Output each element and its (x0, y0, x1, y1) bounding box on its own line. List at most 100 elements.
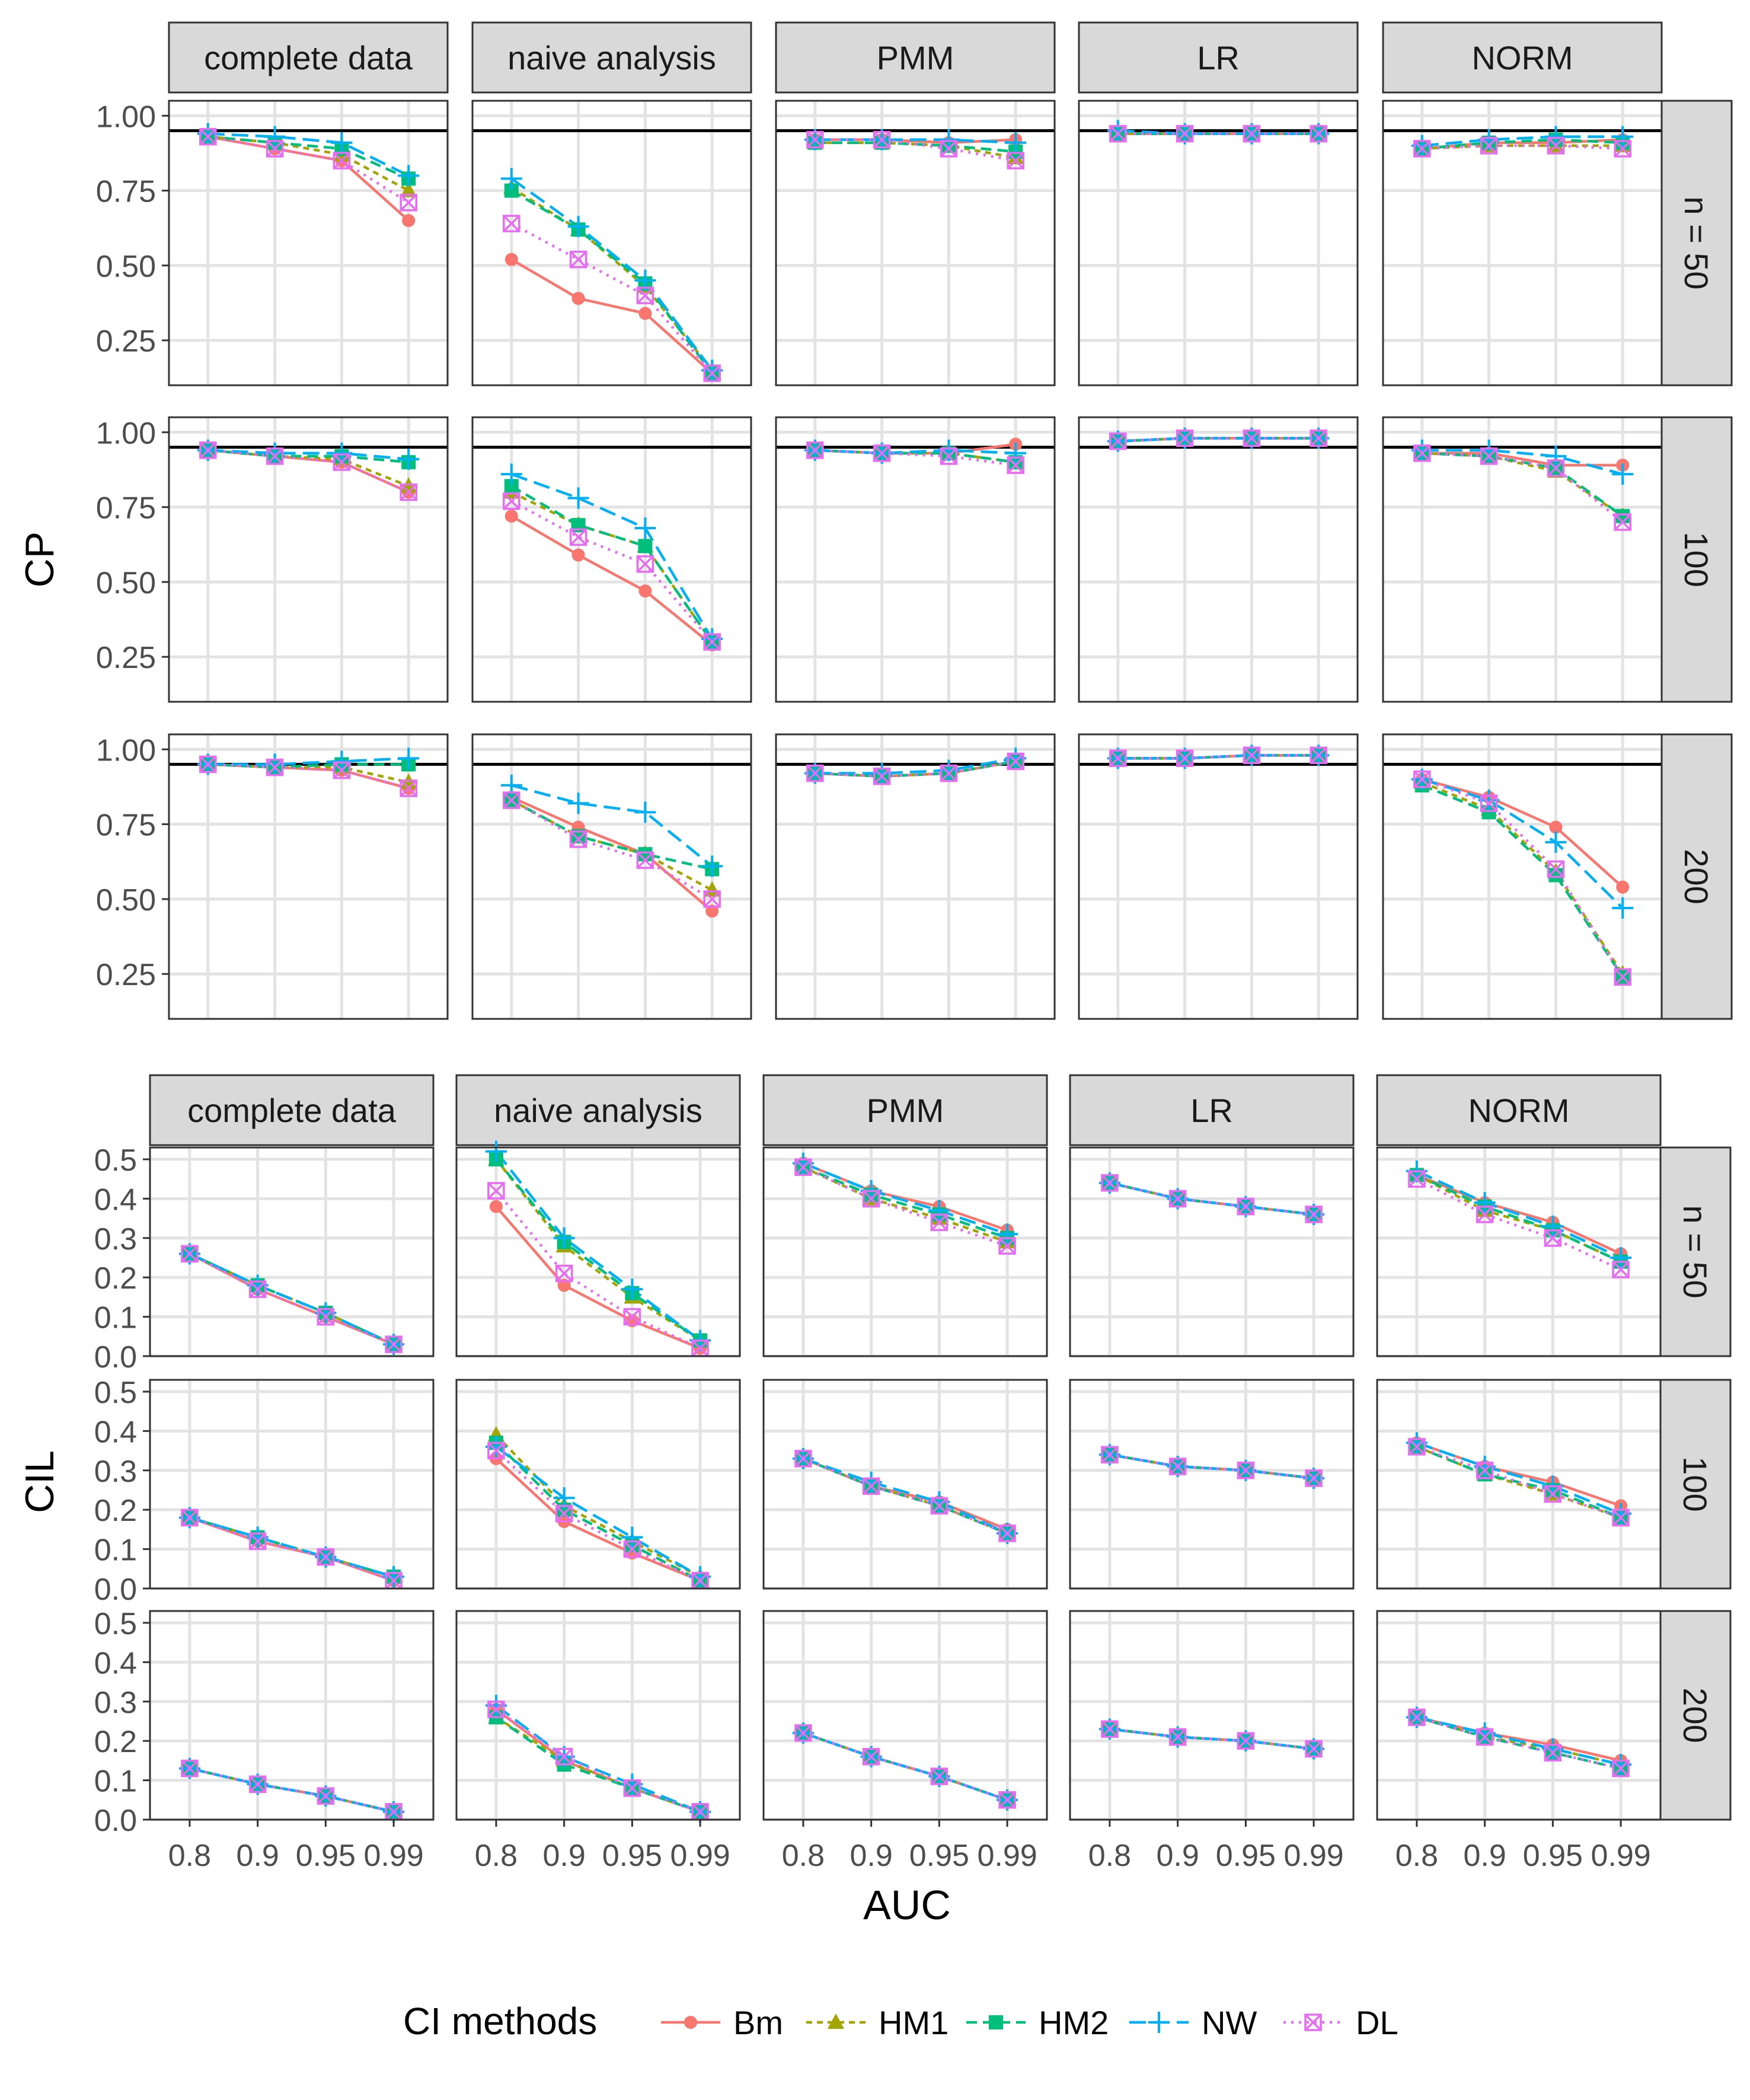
data-point-dl (248, 1532, 267, 1551)
data-point-dl (636, 555, 654, 573)
panel-cil-norm-n-50 (1376, 1146, 1662, 1358)
panel-border (471, 416, 752, 703)
y-tick-label: 0.5 (94, 1607, 137, 1641)
data-point-dl (385, 1335, 403, 1353)
series-line-nw (815, 449, 1016, 455)
data-point-nw (701, 855, 723, 877)
data-point-dl (1109, 124, 1127, 143)
data-point-dl (1007, 456, 1024, 474)
data-point-dl (569, 528, 587, 546)
panel-cil-norm-100 (1376, 1379, 1662, 1590)
data-point-dl (636, 851, 654, 869)
data-point-dl (1544, 1485, 1562, 1503)
series-line-dl (207, 763, 409, 790)
y-axis-label: CIL (17, 1450, 62, 1513)
y-tick-label: 0.2 (94, 1261, 137, 1296)
series-line-nw (189, 1516, 394, 1578)
row-strip-n-50 (1659, 1146, 1732, 1357)
data-point-nw (1474, 1191, 1496, 1213)
x-tick-label: 0.9 (542, 1839, 585, 1873)
data-point-dl (181, 1508, 199, 1527)
panel-border (1078, 416, 1359, 703)
data-point-dl (1614, 140, 1631, 158)
data-point-dl (266, 447, 284, 465)
data-point-bm (504, 252, 518, 266)
facet-strip-label: naive analysis (494, 1092, 702, 1129)
facet-strip-pmm (775, 21, 1056, 94)
legend-items: Bm HM1 HM2 NW DL (661, 2004, 1398, 2041)
legend-item-label: NW (1202, 2004, 1257, 2041)
data-point-dl (1237, 1732, 1255, 1750)
data-point-nw (567, 487, 589, 509)
y-tick-label: 0.4 (94, 1182, 137, 1217)
y-tick-label: 0.5 (94, 1376, 137, 1410)
legend-title: CI methods (403, 2000, 597, 2043)
panel-border (762, 1610, 1048, 1821)
panel-border (455, 1146, 741, 1357)
data-point-dl (940, 764, 958, 782)
data-point-bm (638, 306, 652, 320)
data-point-nw (1610, 1246, 1632, 1268)
data-point-dl (1168, 1190, 1187, 1208)
panel-cil-norm-200 (1376, 1610, 1662, 1821)
panel-border (149, 1610, 435, 1821)
row-strip-label: 200 (1676, 1687, 1714, 1743)
y-tick-label: 0.3 (94, 1222, 137, 1257)
data-point-dl (1614, 968, 1631, 986)
data-point-dl (1168, 1728, 1187, 1746)
data-point-dl (1101, 1446, 1119, 1463)
facet-strip-naive-analysis (471, 21, 752, 94)
panel-background (472, 734, 751, 1019)
series-line-dl (1117, 754, 1319, 760)
panel-border (1382, 416, 1663, 703)
panel-cil-lr-100 (1069, 1379, 1355, 1590)
row-strip-label: 200 (1678, 849, 1715, 904)
y-tick-label: 0.0 (94, 1340, 137, 1375)
legend-item-hm2: HM2 (966, 2004, 1109, 2041)
data-point-dl (503, 215, 520, 232)
panel-background (169, 417, 448, 702)
data-point-dl (873, 444, 891, 462)
y-tick-label: 1.00 (96, 733, 156, 768)
data-point-dl (1176, 749, 1194, 768)
panel-background (1079, 101, 1358, 385)
data-point-dl (1544, 1229, 1562, 1247)
data-point-dl (181, 1759, 199, 1778)
data-point-nw (331, 442, 353, 464)
series-line-hm1 (1421, 781, 1624, 975)
series-line-hm2 (207, 763, 409, 769)
panel-cil-naive-analysis-100 (455, 1379, 741, 1590)
series-line-hm2 (1421, 784, 1624, 978)
legend-key-marker (828, 2013, 844, 2029)
y-tick-label: 0.25 (96, 324, 156, 359)
panel-border (1382, 100, 1663, 386)
y-tick-label: 0.2 (94, 1725, 137, 1759)
x-tick-label: 0.99 (1283, 1839, 1343, 1873)
data-point-dl (181, 1245, 199, 1263)
series-line-bm (510, 258, 713, 375)
panel-cil-complete-data-n-50 (149, 1146, 435, 1358)
y-tick-label: 0.75 (96, 808, 156, 843)
data-point-dl (400, 194, 417, 212)
data-point-dl (333, 152, 351, 170)
panel-border (455, 1610, 741, 1821)
series-line-bm (495, 1206, 701, 1350)
y-tick-label: 0.5 (94, 1143, 137, 1178)
panel-cil-lr-200 (1069, 1610, 1355, 1821)
data-point-nw (331, 132, 353, 154)
x-tick-label: 0.99 (363, 1839, 423, 1873)
data-point-dl (1310, 746, 1327, 765)
y-tick-label: 0.50 (96, 566, 156, 600)
panel-cil-complete-data-200 (149, 1610, 435, 1823)
facet-strip-complete-data (149, 1074, 435, 1146)
series-line-dl (495, 1190, 701, 1350)
x-tick-label: 0.9 (1156, 1839, 1199, 1873)
data-point-nw (500, 464, 522, 485)
x-tick-label: 0.95 (602, 1839, 662, 1873)
series-line-hm2 (510, 485, 714, 643)
panel-cp-naive-analysis-n-50 (471, 100, 752, 386)
data-point-dl (1413, 444, 1431, 462)
series-line-dl (815, 449, 1016, 467)
panel-cp-norm-100 (1382, 416, 1663, 703)
